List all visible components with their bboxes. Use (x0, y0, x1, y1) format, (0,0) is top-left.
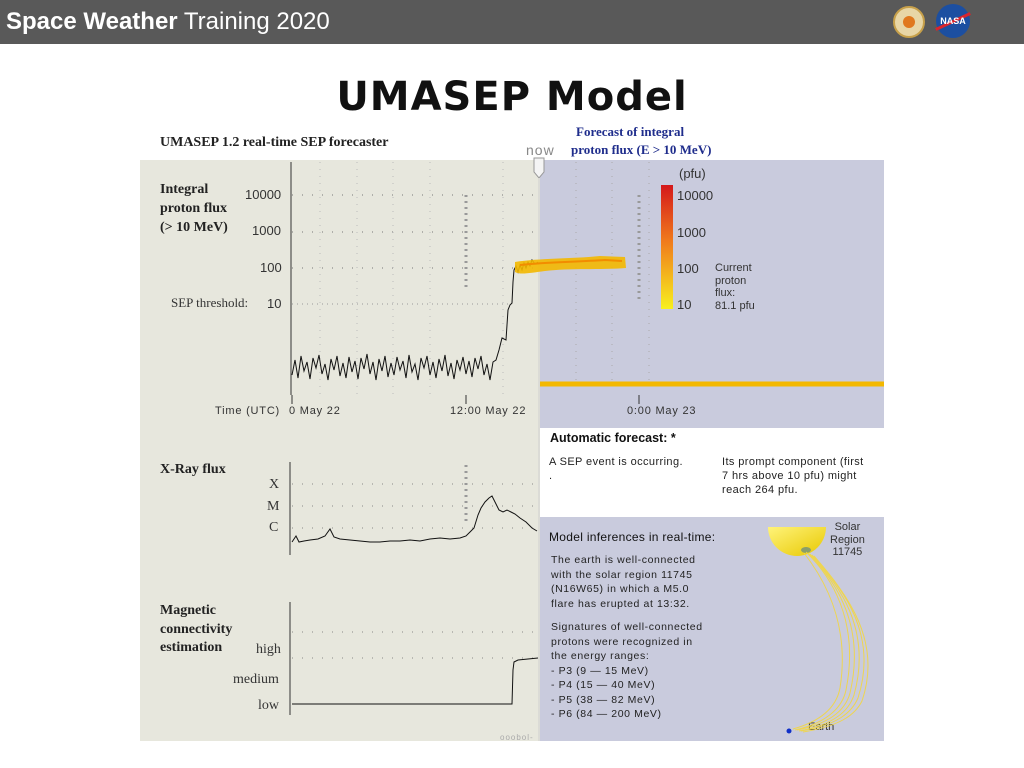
nasa-logo-icon: NASA (936, 4, 970, 38)
solar-region-label: Solar Region 11745 (830, 521, 865, 558)
mag-grid (292, 631, 538, 659)
header-bar: Space Weather Training 2020 NASA (0, 0, 1024, 44)
auto-forecast-title: Automatic forecast: * (550, 431, 676, 445)
scale-tick-1000: 1000 (677, 225, 706, 240)
xray-grid (292, 483, 538, 529)
scale-tick-100: 100 (677, 261, 699, 276)
flux-axis-title: Integral proton flux (> 10 MeV) (160, 182, 228, 235)
time-tick-0: 0 May 22 (289, 405, 341, 417)
scale-tick-10: 10 (677, 297, 692, 312)
y-tick-10000: 10000 (245, 187, 282, 202)
forecast-title-line2: proton flux (E > 10 MeV) (571, 142, 712, 157)
solar-region-icon (768, 527, 826, 556)
flux-color-scale (661, 185, 673, 309)
xray-flux-trace (291, 495, 538, 543)
earth-icon (786, 728, 792, 734)
sep-threshold-label: SEP threshold: (171, 295, 249, 310)
y-tick-100: 100 (260, 260, 282, 275)
pfu-label: (pfu) (679, 166, 706, 181)
mag-connectivity-title: Magnetic connectivity estimation (160, 603, 233, 655)
now-label: now (526, 142, 555, 158)
magnetic-field-lines (792, 551, 869, 733)
inference-panel (540, 517, 884, 741)
inference-paragraph-1: The earth is well-connected with the sol… (551, 554, 696, 610)
auto-forecast-right: Its prompt component (first 7 hrs above … (722, 456, 864, 496)
auto-forecast-left: A SEP event is occurring. . (549, 456, 683, 482)
slide-title: UMASEP Model (336, 74, 688, 120)
time-tick-1: 12:00 May 22 (450, 405, 527, 417)
mag-level-medium: medium (233, 672, 279, 687)
y-tick-1000: 1000 (252, 223, 281, 238)
footer-mark: ooobol- (500, 733, 534, 742)
mag-level-low: low (258, 698, 279, 713)
inference-paragraph-2: Signatures of well-connected protons wer… (551, 621, 703, 720)
flux-grid (292, 194, 538, 269)
xray-class-c: C (269, 520, 279, 535)
scale-tick-10000: 10000 (677, 188, 714, 203)
forecast-vertical-grid (575, 162, 650, 380)
current-flux-readout: Current proton flux: 81.1 pfu (715, 262, 755, 312)
mag-level-high: high (256, 642, 281, 657)
forecaster-title: UMASEP 1.2 real-time SEP forecaster (160, 135, 389, 150)
training-logo-icon (893, 6, 925, 38)
xray-class-m: M (267, 499, 280, 514)
forecast-title-line1: Forecast of integral (576, 124, 685, 139)
proton-flux-trace (291, 258, 539, 381)
forecast-flux-center (519, 258, 623, 266)
presentation-title: Space Weather Training 2020 (6, 8, 330, 35)
xray-title: X-Ray flux (160, 462, 226, 477)
xray-class-x: X (269, 477, 280, 492)
y-tick-10: 10 (267, 296, 282, 311)
time-axis-label: Time (UTC) (215, 405, 281, 417)
now-marker-icon (533, 157, 545, 179)
mag-connectivity-trace (292, 657, 539, 705)
time-axis-ticks (291, 395, 640, 404)
observation-panel (140, 160, 540, 741)
time-tick-2: 0:00 May 23 (627, 405, 697, 417)
inference-title: Model inferences in real-time: (549, 530, 716, 544)
